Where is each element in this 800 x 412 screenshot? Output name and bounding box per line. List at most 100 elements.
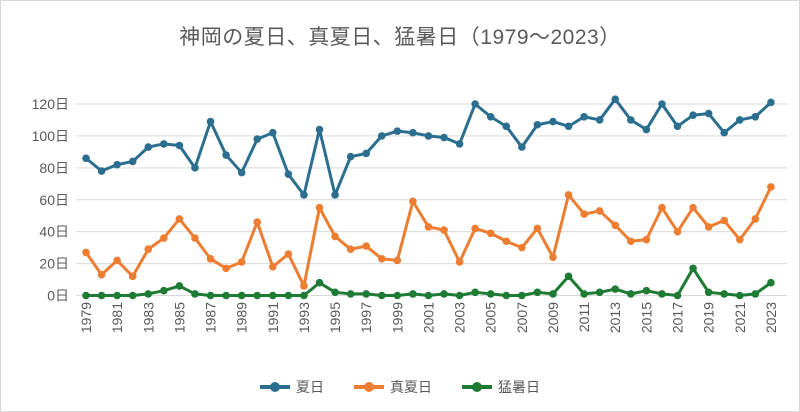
data-point <box>564 191 573 199</box>
x-axis-tick-label: 2003 <box>452 302 468 333</box>
legend-marker-extreme-heat-days <box>462 382 492 392</box>
legend: 夏日 真夏日 猛暑日 <box>1 377 799 397</box>
data-point <box>658 100 666 108</box>
data-point <box>689 111 697 119</box>
x-axis-tick-label: 2023 <box>763 302 779 333</box>
data-point <box>486 112 495 121</box>
data-point <box>424 132 433 140</box>
data-point <box>284 170 293 179</box>
data-point <box>486 290 495 298</box>
data-point <box>627 290 635 298</box>
data-point <box>533 120 542 129</box>
legend-item-midsummer-days: 真夏日 <box>354 377 432 397</box>
data-point <box>160 286 168 295</box>
data-point <box>518 143 526 151</box>
y-axis-tick-label: 60日 <box>39 192 69 208</box>
legend-marker-summer-days <box>260 382 290 392</box>
data-point <box>346 152 355 161</box>
data-point <box>595 207 604 215</box>
data-point <box>160 140 168 148</box>
data-point <box>300 282 308 290</box>
data-point <box>549 290 557 298</box>
data-point <box>315 203 324 212</box>
y-axis-tick-label: 20日 <box>39 256 69 272</box>
series-line-2 <box>84 266 773 297</box>
data-point <box>704 288 713 297</box>
data-point <box>502 237 511 246</box>
x-axis-tick-label: 2001 <box>420 302 436 333</box>
x-axis-tick-label: 1981 <box>109 302 125 333</box>
data-point <box>486 229 495 238</box>
data-point <box>237 291 246 300</box>
data-point <box>440 290 448 298</box>
data-point <box>128 157 137 166</box>
x-axis-tick-label: 2007 <box>514 302 530 333</box>
data-point <box>82 248 90 257</box>
x-axis-tick-label: 2005 <box>483 302 499 333</box>
data-point <box>237 168 246 177</box>
data-point <box>191 290 199 298</box>
data-point <box>144 245 153 254</box>
data-point <box>611 285 620 293</box>
data-point <box>580 290 588 298</box>
data-point <box>689 203 697 212</box>
x-axis-tick-label: 2009 <box>545 302 561 333</box>
x-axis-tick-label: 2019 <box>701 302 717 333</box>
data-point <box>206 291 215 300</box>
data-point <box>144 290 153 298</box>
y-axis-tick-label: 120日 <box>32 96 69 112</box>
data-point <box>471 100 479 108</box>
data-point <box>502 291 511 300</box>
data-point <box>735 235 744 244</box>
x-axis-tick-label: 1979 <box>78 302 94 333</box>
data-point <box>720 216 729 225</box>
data-point <box>113 256 121 265</box>
data-point <box>627 116 635 124</box>
data-point <box>300 191 308 199</box>
data-point <box>82 291 90 300</box>
data-point <box>409 290 417 298</box>
x-axis-tick-label: 1985 <box>171 302 187 333</box>
data-point <box>502 122 511 131</box>
x-axis-tick-label: 2021 <box>732 302 748 333</box>
data-point <box>175 141 184 150</box>
x-axis-tick-label: 1983 <box>140 302 156 333</box>
y-axis-tick-label: 100日 <box>32 128 69 144</box>
data-point <box>767 183 775 191</box>
data-point <box>346 290 355 298</box>
data-point <box>673 227 682 236</box>
data-point <box>222 151 230 159</box>
data-point <box>611 221 620 230</box>
x-axis-tick-label: 2013 <box>607 302 623 333</box>
data-point <box>315 278 324 287</box>
data-point <box>315 125 324 134</box>
data-point <box>564 272 573 281</box>
data-point <box>533 288 542 297</box>
data-point <box>440 226 448 234</box>
data-point <box>424 223 433 231</box>
legend-item-summer-days: 夏日 <box>260 377 324 397</box>
data-point <box>767 98 775 107</box>
data-point <box>206 117 215 126</box>
data-point <box>518 243 526 252</box>
data-point <box>253 291 262 300</box>
x-axis-tick-label: 2011 <box>576 302 592 332</box>
data-point <box>331 232 339 241</box>
data-point <box>191 234 199 242</box>
data-point <box>751 112 760 121</box>
data-point <box>331 191 339 199</box>
data-point <box>658 203 666 212</box>
data-point <box>268 128 277 137</box>
x-axis-tick-label: 1999 <box>389 302 405 333</box>
data-point <box>751 290 760 298</box>
y-axis-tick-label: 0日 <box>47 288 69 304</box>
x-axis-tick-label: 1995 <box>327 302 343 333</box>
data-point <box>362 242 370 250</box>
data-point <box>735 291 744 300</box>
data-point <box>564 122 573 131</box>
data-point <box>440 133 448 142</box>
data-point <box>284 291 293 300</box>
data-point <box>533 224 542 233</box>
data-point <box>237 258 246 266</box>
